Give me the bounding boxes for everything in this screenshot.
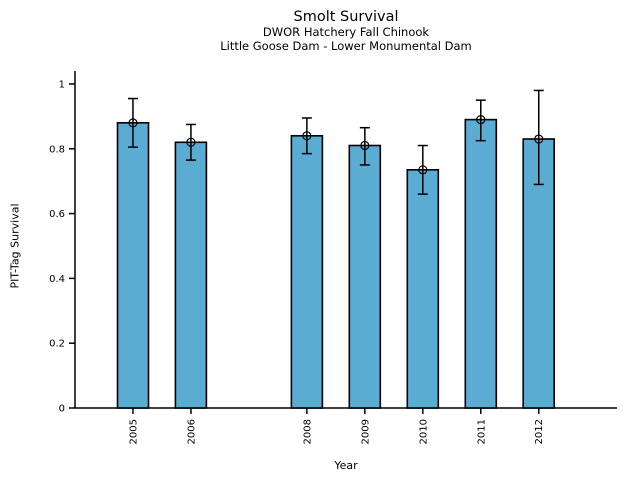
x-axis-title: Year <box>334 459 358 472</box>
chart-subtitle-2: Little Goose Dam - Lower Monumental Dam <box>220 38 472 53</box>
bar-2008 <box>290 135 324 409</box>
bar-2010 <box>406 169 440 409</box>
point-marker-2012 <box>534 134 544 144</box>
y-tick-label: 0.4 <box>49 274 65 285</box>
bar-2011 <box>464 118 498 409</box>
x-tick-label-2009: 2009 <box>360 419 371 444</box>
y-tick-label: 0.6 <box>49 209 65 220</box>
point-marker-2006 <box>186 137 196 147</box>
x-tick-label-2008: 2008 <box>302 419 313 444</box>
x-tick-label-2011: 2011 <box>476 419 487 444</box>
x-tick-label-2006: 2006 <box>186 419 197 444</box>
y-tick-label: 0 <box>59 404 65 415</box>
point-marker-2010 <box>418 165 428 175</box>
x-tick-label-2005: 2005 <box>128 419 139 444</box>
point-marker-2008 <box>302 131 312 141</box>
chart-subtitle-1: DWOR Hatchery Fall Chinook <box>262 25 430 40</box>
y-axis-title: PIT-Tag Survival <box>8 203 22 289</box>
point-marker-2011 <box>476 115 486 125</box>
x-tick-label-2012: 2012 <box>534 419 545 444</box>
y-tick-label: 0.2 <box>49 339 65 350</box>
x-tick-label-2010: 2010 <box>418 419 429 444</box>
chart-title-block: Smolt Survival DWOR Hatchery Fall Chinoo… <box>75 9 617 53</box>
bar-2006 <box>174 141 208 409</box>
bar-2009 <box>348 144 382 409</box>
y-tick-label: 0.8 <box>49 144 65 155</box>
point-marker-2005 <box>128 118 138 128</box>
bar-2005 <box>116 122 150 409</box>
y-tick-label: 1 <box>59 79 65 90</box>
point-marker-2009 <box>360 140 370 151</box>
chart-title: Smolt Survival <box>293 9 399 25</box>
